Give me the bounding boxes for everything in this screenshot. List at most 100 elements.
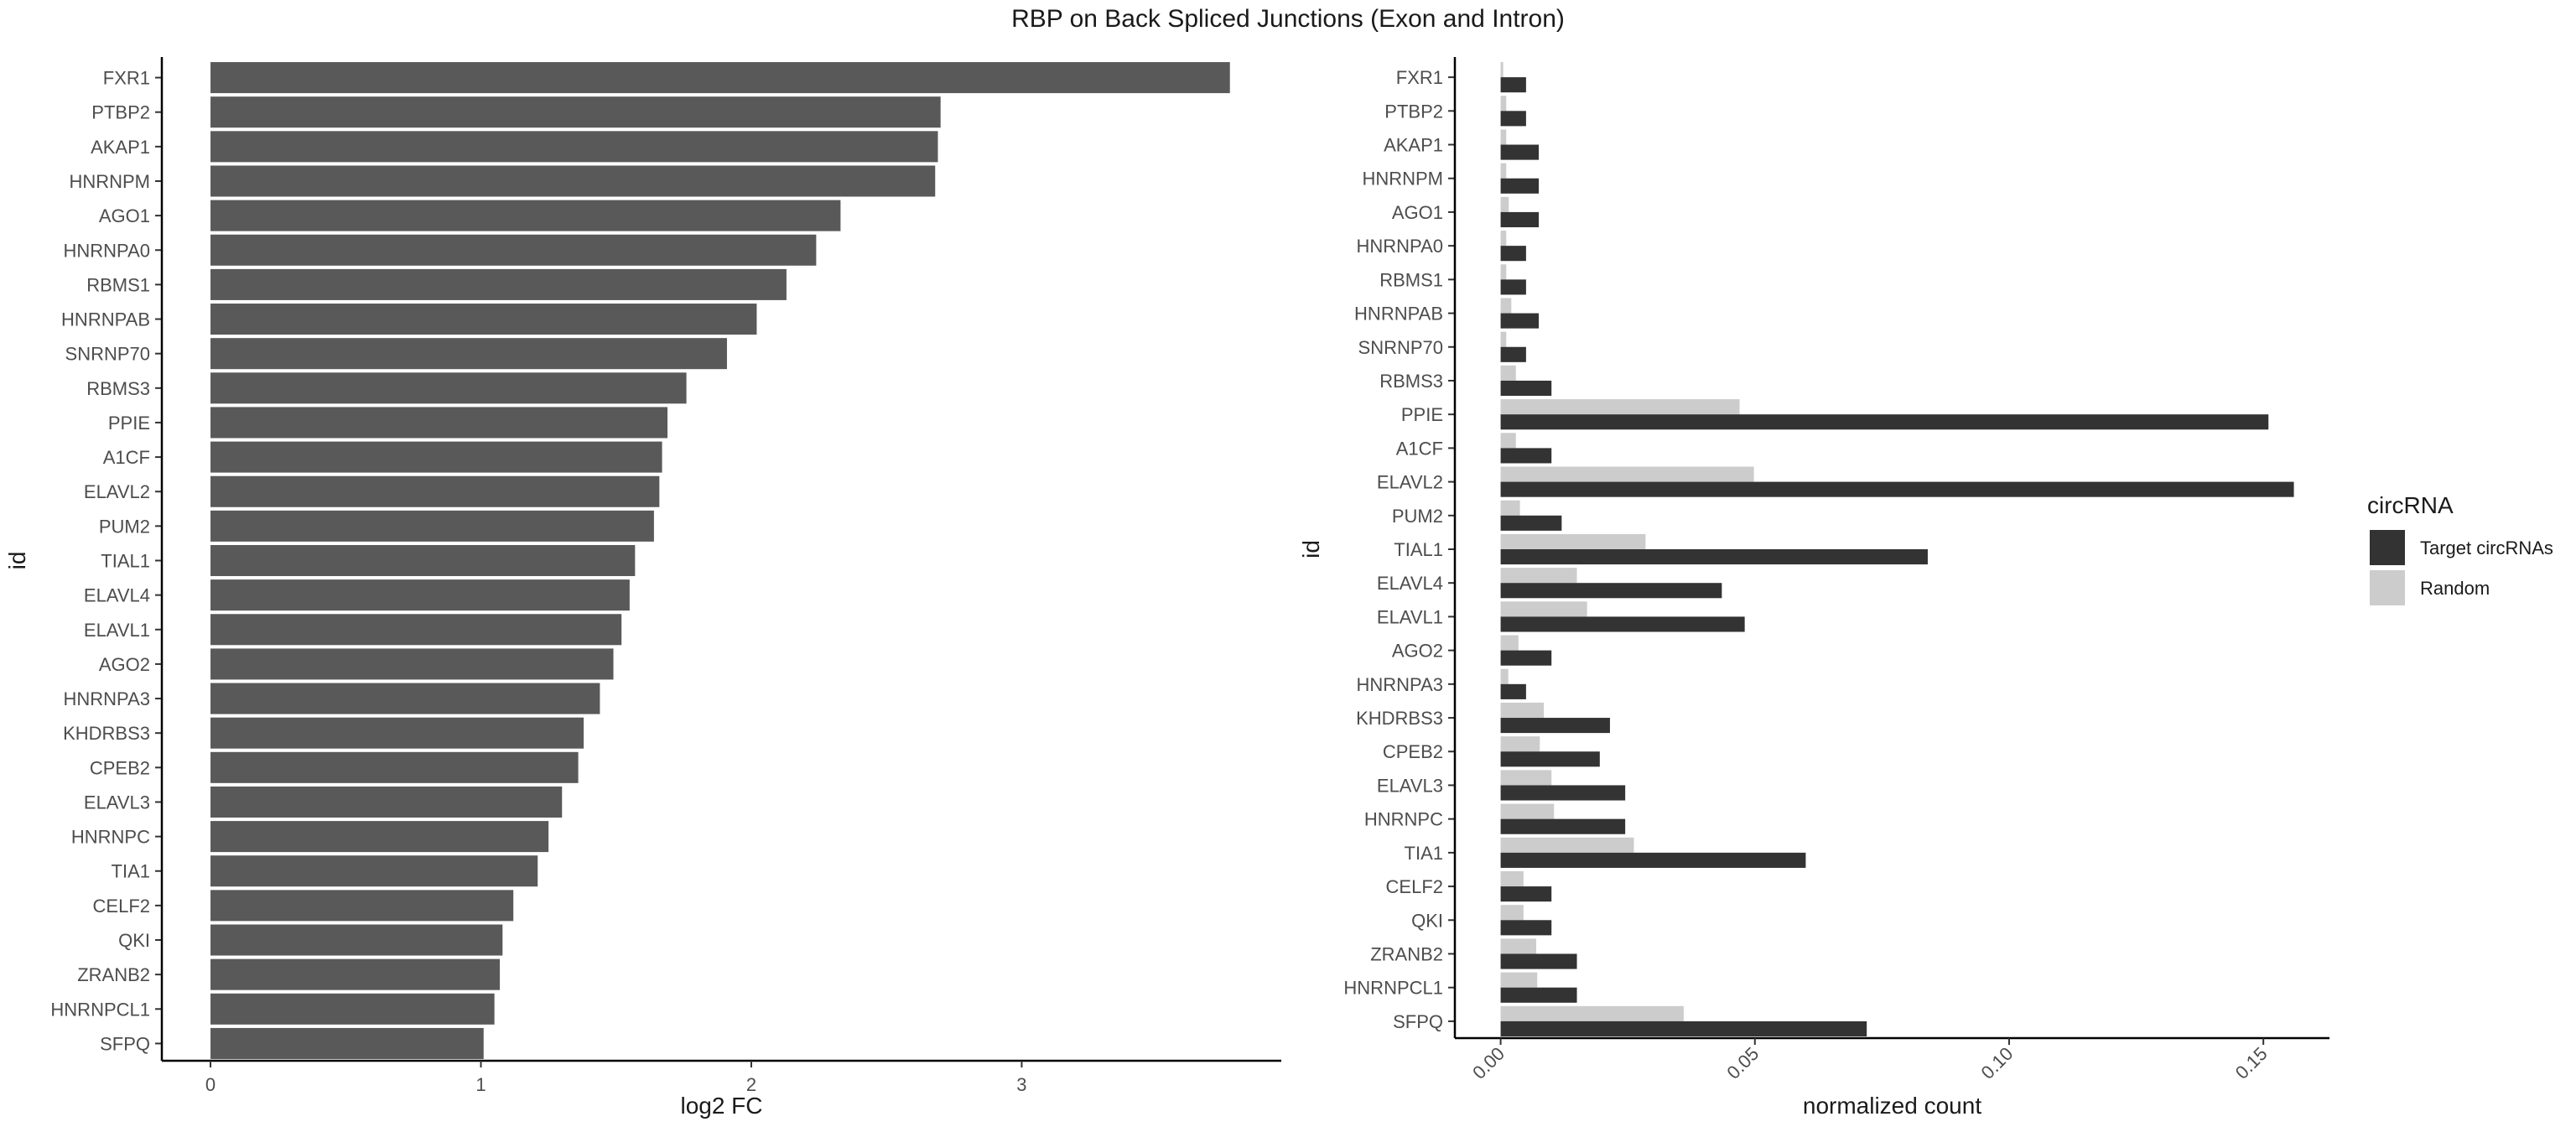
x-tick-label: 0.05	[1722, 1043, 1763, 1083]
bar-qki	[210, 924, 503, 956]
y-tick-label: ELAVL4	[1377, 573, 1443, 594]
y-tick-label: A1CF	[1396, 438, 1443, 459]
y-tick-label: HNRNPCL1	[50, 999, 150, 1020]
x-tick-label: 0.00	[1468, 1043, 1509, 1083]
bar-target-hnrnpab	[1500, 313, 1540, 329]
x-tick-label: 1	[475, 1074, 486, 1095]
legend-label-random: Random	[2420, 578, 2490, 599]
y-tick-label: CELF2	[93, 896, 150, 917]
y-axis-title: id	[4, 552, 30, 570]
bar-random-zranb2	[1500, 938, 1537, 954]
bar-hnrnpc	[210, 821, 549, 853]
bar-target-hnrnpm	[1500, 178, 1540, 194]
y-tick-label: AKAP1	[91, 137, 150, 158]
bar-rbms3	[210, 372, 687, 404]
bar-elavl4	[210, 579, 630, 611]
bar-random-hnrnpc	[1500, 803, 1555, 819]
bar-akap1	[210, 131, 938, 163]
bar-random-sfpq	[1500, 1005, 1684, 1021]
x-axis-title: log2 FC	[680, 1093, 762, 1119]
bar-target-sfpq	[1500, 1021, 1867, 1036]
bar-target-zranb2	[1500, 953, 1577, 969]
bar-target-ago1	[1500, 211, 1540, 228]
y-tick-label: QKI	[118, 930, 150, 951]
bar-tia1	[210, 855, 538, 887]
y-tick-label: KHDRBS3	[63, 723, 150, 744]
y-tick-label: QKI	[1411, 910, 1443, 931]
bar-target-qki	[1500, 920, 1552, 936]
bar-snrnp70	[210, 338, 727, 370]
bar-cpeb2	[210, 751, 579, 783]
y-tick-label: HNRNPCL1	[1343, 978, 1443, 999]
bar-elavl1	[210, 614, 622, 646]
y-tick-label: ELAVL1	[1377, 606, 1443, 627]
bar-target-a1cf	[1500, 448, 1552, 464]
bar-elavl3	[210, 786, 563, 818]
y-tick-label: TIAL1	[1394, 539, 1443, 560]
y-tick-label: SNRNP70	[65, 344, 150, 365]
x-axis-title: normalized count	[1803, 1093, 1981, 1119]
y-tick-label: ELAVL2	[1377, 472, 1443, 493]
bar-random-hnrnpab	[1500, 298, 1512, 314]
x-tick-label: 3	[1016, 1074, 1026, 1095]
y-tick-label: SFPQ	[100, 1033, 150, 1054]
legend-label-target: Target circRNAs	[2420, 538, 2553, 558]
bar-random-tia1	[1500, 837, 1634, 853]
y-tick-label: AGO1	[99, 205, 150, 226]
bar-random-hnrnpa3	[1500, 668, 1509, 684]
bar-target-hnrnpa0	[1500, 246, 1526, 262]
bar-random-akap1	[1500, 129, 1507, 145]
bar-random-elavl3	[1500, 770, 1552, 786]
bar-target-tia1	[1500, 852, 1806, 868]
bar-target-ppie	[1500, 414, 2269, 430]
y-tick-label: ELAVL3	[84, 792, 150, 813]
x-tick-label: 2	[746, 1074, 756, 1095]
bar-target-elavl2	[1500, 481, 2294, 497]
bar-target-rbms3	[1500, 380, 1552, 397]
bar-sfpq	[210, 1027, 484, 1059]
bar-target-khdrbs3	[1500, 718, 1610, 734]
chart-title: RBP on Back Spliced Junctions (Exon and …	[1011, 5, 1565, 33]
y-tick-label: AGO1	[1392, 202, 1443, 223]
bar-random-hnrnpm	[1500, 163, 1507, 179]
y-tick-label: AKAP1	[1384, 135, 1443, 156]
y-tick-label: ELAVL3	[1377, 775, 1443, 796]
y-tick-label: TIAL1	[101, 551, 150, 572]
bar-random-ago2	[1500, 635, 1519, 651]
bar-random-celf2	[1500, 870, 1524, 887]
bar-tial1	[210, 544, 636, 577]
bar-random-elavl2	[1500, 466, 1754, 482]
right-panel-normalized-count: FXR1 PTBP2 AKAP1 HNRNPM AGO1 HNRNPA0 RBMS1 HNRN…	[1298, 57, 2329, 1119]
y-tick-label: HNRNPA3	[1356, 674, 1443, 695]
bar-rbms1	[210, 268, 787, 300]
bar-random-snrnp70	[1500, 331, 1507, 347]
bar-random-pum2	[1500, 500, 1520, 516]
y-tick-label: FXR1	[1396, 67, 1443, 88]
bar-random-rbms1	[1500, 264, 1507, 280]
bar-random-elavl4	[1500, 568, 1577, 584]
bar-ppie	[210, 407, 668, 439]
bar-target-cpeb2	[1500, 751, 1600, 767]
y-tick-label: ELAVL4	[84, 585, 150, 606]
y-tick-label: PUM2	[99, 516, 150, 537]
legend: circRNA Target circRNAs Random	[2367, 492, 2553, 605]
bar-random-hnrnpa0	[1500, 231, 1507, 247]
bar-random-fxr1	[1500, 62, 1504, 78]
y-tick-label: RBMS3	[1379, 371, 1443, 392]
bar-target-snrnp70	[1500, 346, 1526, 362]
bar-elavl2	[210, 475, 660, 507]
y-tick-label: FXR1	[103, 68, 150, 89]
bar-hnrnpa3	[210, 683, 600, 714]
bar-celf2	[210, 890, 514, 922]
bar-random-ptbp2	[1500, 96, 1507, 112]
y-tick-label: A1CF	[103, 447, 150, 468]
bar-target-celf2	[1500, 886, 1552, 902]
bar-fxr1	[210, 62, 1230, 94]
bar-target-hnrnpc	[1500, 818, 1626, 834]
y-tick-label: ELAVL1	[84, 620, 150, 641]
y-tick-label: AGO2	[1392, 641, 1443, 662]
bar-zranb2	[210, 958, 501, 990]
y-axis-title: id	[1298, 540, 1324, 558]
bar-random-qki	[1500, 905, 1524, 921]
